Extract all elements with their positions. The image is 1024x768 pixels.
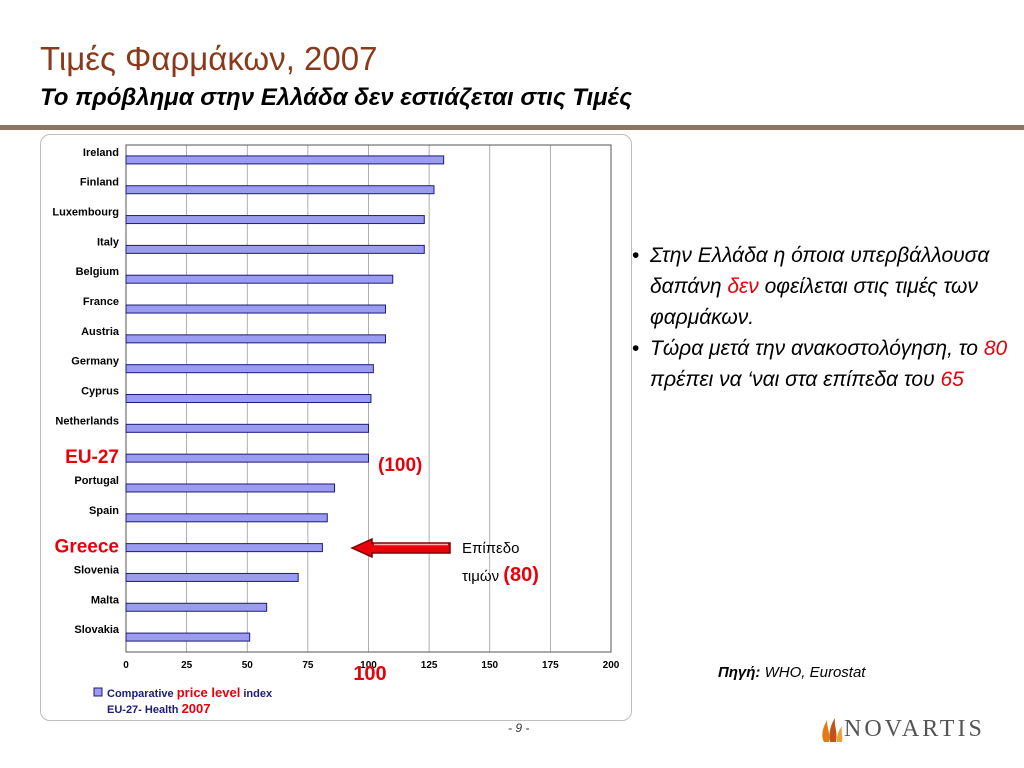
- eu-value-label: (100): [378, 455, 422, 476]
- bullet-list: • Στην Ελλάδα η όποια υπερβάλλουσα δαπάν…: [632, 240, 1024, 395]
- chart-legend: Comparative price level index EU-27- Hea…: [93, 685, 273, 716]
- price-level-annotation: Επίπεδο τιμών (80): [462, 536, 539, 590]
- category-label: France: [83, 296, 119, 308]
- x-tick-label: 175: [542, 660, 559, 671]
- bar-spain: [125, 513, 328, 523]
- bar-germany: [125, 364, 374, 374]
- bar-portugal: [125, 483, 336, 493]
- category-label: Finland: [80, 177, 119, 189]
- bar-netherlands: [125, 423, 369, 433]
- legend-line-1: Comparative price level index: [107, 685, 273, 700]
- left-arrow-icon: [350, 537, 451, 559]
- bar-slovenia: [125, 572, 299, 582]
- bullet-item: • Στην Ελλάδα η όποια υπερβάλλουσα δαπάν…: [632, 240, 1024, 333]
- x-tick-label: 125: [421, 660, 438, 671]
- bar-finland: [125, 185, 435, 195]
- axis-callout-100: 100: [353, 663, 386, 685]
- slide-subtitle: Το πρόβλημα στην Ελλάδα δεν εστιάζεται σ…: [40, 84, 632, 111]
- bar-eu-27: [125, 453, 369, 463]
- bullet-dot-icon: •: [632, 244, 640, 267]
- x-tick-label: 0: [123, 660, 129, 671]
- source-note: Πηγή: WHO, Eurostat: [718, 664, 866, 681]
- x-tick-label: 25: [181, 660, 193, 671]
- novartis-flame-icon: [822, 718, 843, 742]
- annotation-value: (80): [503, 564, 539, 586]
- bar-austria: [125, 334, 386, 344]
- category-label: Spain: [89, 505, 119, 517]
- bullet-dot-icon: •: [632, 337, 640, 360]
- bar-france: [125, 304, 386, 314]
- slide-title: Τιμές Φαρμάκων, 2007: [40, 40, 378, 77]
- category-label: Austria: [81, 326, 120, 338]
- category-label: Germany: [71, 356, 120, 368]
- bar-ireland: [125, 155, 445, 165]
- x-tick-label: 50: [242, 660, 254, 671]
- bullet-text: Στην Ελλάδα η όποια υπερβάλλουσα δαπάνη …: [650, 244, 990, 329]
- bar-slovakia: [125, 632, 251, 642]
- bar-italy: [125, 244, 425, 254]
- title-divider: [0, 125, 1024, 130]
- category-label: Ireland: [83, 147, 119, 159]
- x-tick-label: 100: [360, 660, 377, 671]
- category-label: Slovenia: [74, 564, 120, 576]
- legend-line-2: EU-27- Health 2007: [107, 701, 211, 716]
- bar-cyprus: [125, 394, 372, 403]
- annotation-line-1: Επίπεδο: [462, 540, 520, 557]
- category-label: Netherlands: [55, 415, 119, 427]
- bar-luxembourg: [125, 215, 425, 225]
- x-tick-label: 150: [481, 660, 498, 671]
- legend-swatch: [93, 687, 103, 697]
- category-label: Greece: [55, 537, 119, 558]
- x-tick-label: 75: [302, 660, 314, 671]
- x-tick-label: 200: [603, 660, 620, 671]
- category-label: EU-27: [65, 447, 119, 468]
- category-label: Italy: [97, 236, 120, 248]
- category-label: Belgium: [76, 266, 120, 278]
- category-label: Malta: [91, 594, 120, 606]
- annotation-line-2: τιμών (80): [462, 564, 539, 586]
- category-label: Cyprus: [81, 386, 119, 398]
- bars: [125, 155, 445, 642]
- category-label: Slovakia: [74, 624, 120, 636]
- bullet-item: • Τώρα μετά την ανακοστολόγηση, το 80 πρ…: [632, 333, 1024, 395]
- bar-greece: [125, 543, 323, 553]
- x-tick-labels: 0 25 50 75 100 125 150 175 200: [123, 660, 620, 671]
- category-labels: Ireland Finland Luxembourg Italy Belgium Fran…: [52, 147, 120, 636]
- bullet-text: Τώρα μετά την ανακοστολόγηση, το 80 πρέπ…: [650, 337, 1008, 391]
- category-label: Portugal: [74, 475, 119, 487]
- novartis-logo: NOVARTIS: [818, 714, 985, 744]
- category-label: Luxembourg: [52, 207, 119, 219]
- page-number: - 9 -: [508, 721, 530, 735]
- logo-wordmark: NOVARTIS: [844, 715, 985, 742]
- bar-malta: [125, 602, 268, 612]
- bar-belgium: [125, 274, 394, 284]
